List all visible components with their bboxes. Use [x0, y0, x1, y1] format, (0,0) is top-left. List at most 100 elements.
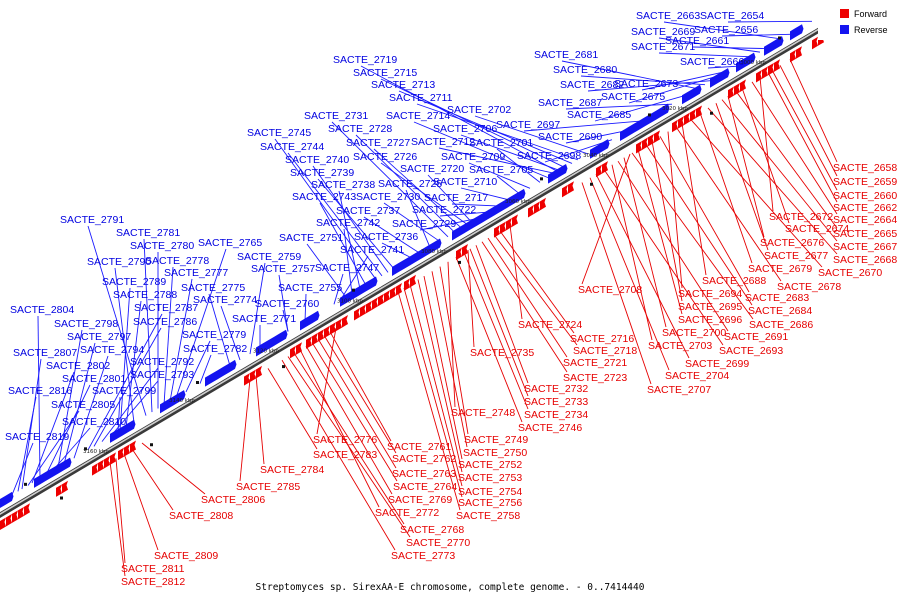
leader-line	[239, 378, 251, 482]
leader-line	[339, 255, 369, 301]
leader-line	[637, 149, 683, 315]
forward-gene-block	[124, 444, 130, 457]
ruler-tick-label: 3020 kbp	[662, 106, 688, 112]
leader-line	[281, 359, 396, 551]
reverse-gene-block	[482, 210, 490, 223]
gene-label: SACTE_2705	[469, 164, 533, 176]
reverse-gene-block	[422, 245, 430, 259]
forward-gene-block	[734, 82, 740, 96]
forward-gene-block	[602, 161, 608, 174]
gene-label: SACTE_2743	[292, 191, 356, 203]
reverse-gene-block	[34, 475, 42, 488]
forward-gene-block	[774, 59, 780, 72]
leader-line	[175, 248, 227, 398]
gene-label: SACTE_2793	[130, 369, 194, 381]
reverse-gene-block	[500, 199, 508, 213]
leader-line	[413, 121, 549, 179]
leader-line	[481, 241, 568, 373]
reverse-gene-block	[416, 249, 424, 262]
leader-line	[439, 211, 491, 217]
gene-label: SACTE_2659	[833, 176, 897, 188]
reverse-gene-block	[6, 491, 14, 505]
gene-label: SACTE_2706	[433, 123, 497, 135]
leader-line	[220, 305, 241, 361]
misc-feature-mark	[24, 482, 27, 486]
reverse-gene-block	[52, 464, 60, 478]
forward-gene-block	[790, 49, 796, 63]
leader-line	[373, 148, 463, 229]
reverse-gene-block	[626, 124, 634, 138]
forward-gene-block	[540, 197, 546, 211]
forward-gene-block	[506, 217, 512, 231]
leader-line	[658, 52, 753, 58]
forward-gene-block	[330, 322, 336, 335]
gene-label: SACTE_2671	[631, 41, 695, 53]
forward-gene-block	[354, 307, 360, 321]
leader-line	[779, 65, 838, 177]
leader-line	[523, 120, 645, 132]
leader-line	[721, 99, 838, 242]
leader-line	[57, 329, 83, 468]
gene-label: SACTE_2789	[102, 276, 166, 288]
leader-line	[759, 77, 774, 212]
forward-gene-block	[318, 329, 324, 342]
leader-line	[663, 21, 783, 40]
gene-label: SACTE_2770	[406, 537, 470, 549]
gene-label: SACTE_2816	[8, 385, 72, 397]
misc-feature-mark	[196, 381, 199, 385]
forward-gene-block	[118, 447, 124, 461]
gene-label: SACTE_2676	[760, 237, 824, 249]
leader-line	[594, 94, 689, 122]
gene-label: SACTE_2792	[130, 356, 194, 368]
leader-line	[423, 275, 463, 460]
gene-label: SACTE_2764	[393, 481, 457, 493]
leader-line	[306, 243, 347, 298]
gene-label: SACTE_2722	[412, 204, 476, 216]
gene-label: SACTE_2715	[353, 67, 417, 79]
leader-line	[331, 121, 449, 238]
reverse-gene-block	[340, 294, 348, 307]
leader-line	[692, 46, 767, 50]
misc-feature-mark	[282, 365, 285, 369]
leader-line	[589, 177, 670, 371]
leader-line	[487, 237, 568, 358]
leader-line	[645, 144, 753, 306]
forward-gene-block	[62, 480, 68, 494]
gene-label: SACTE_2707	[647, 384, 711, 396]
gene-label: SACTE_2691	[724, 331, 788, 343]
reverse-gene-block	[512, 192, 520, 205]
reverse-gene-block	[602, 139, 610, 152]
gene-label: SACTE_2748	[451, 407, 515, 419]
gene-label: SACTE_2776	[313, 434, 377, 446]
ruler-tick-label: 3140 kbp	[169, 398, 195, 404]
forward-gene-block	[562, 184, 568, 198]
gene-label: SACTE_2712	[411, 136, 475, 148]
leader-line	[101, 367, 159, 442]
leader-line	[123, 453, 159, 551]
leader-line	[727, 95, 765, 238]
leader-line	[455, 256, 523, 423]
leader-line	[581, 153, 631, 285]
gene-label: SACTE_2704	[665, 370, 729, 382]
forward-gene-block	[244, 373, 250, 386]
leader-line	[115, 458, 126, 564]
gene-label: SACTE_2756	[458, 497, 522, 509]
leader-line	[675, 126, 782, 282]
legend-box	[818, 0, 900, 40]
gene-label: SACTE_2658	[833, 162, 897, 174]
reverse-gene-block	[268, 336, 276, 350]
reverse-gene-block	[716, 71, 724, 85]
reverse-gene-block	[764, 43, 772, 56]
misc-feature-mark	[590, 182, 593, 186]
leader-line	[73, 355, 109, 459]
gene-label: SACTE_2791	[60, 214, 124, 226]
gene-label: SACTE_2746	[518, 422, 582, 434]
forward-gene-block	[360, 304, 366, 317]
gene-label: SACTE_2719	[333, 54, 397, 66]
leader-line	[274, 138, 377, 280]
forward-gene-block	[796, 46, 802, 59]
gene-label: SACTE_2695	[678, 301, 742, 313]
gene-label: SACTE_2656	[694, 24, 758, 36]
misc-feature-mark	[84, 447, 87, 451]
leader-line	[427, 174, 473, 223]
